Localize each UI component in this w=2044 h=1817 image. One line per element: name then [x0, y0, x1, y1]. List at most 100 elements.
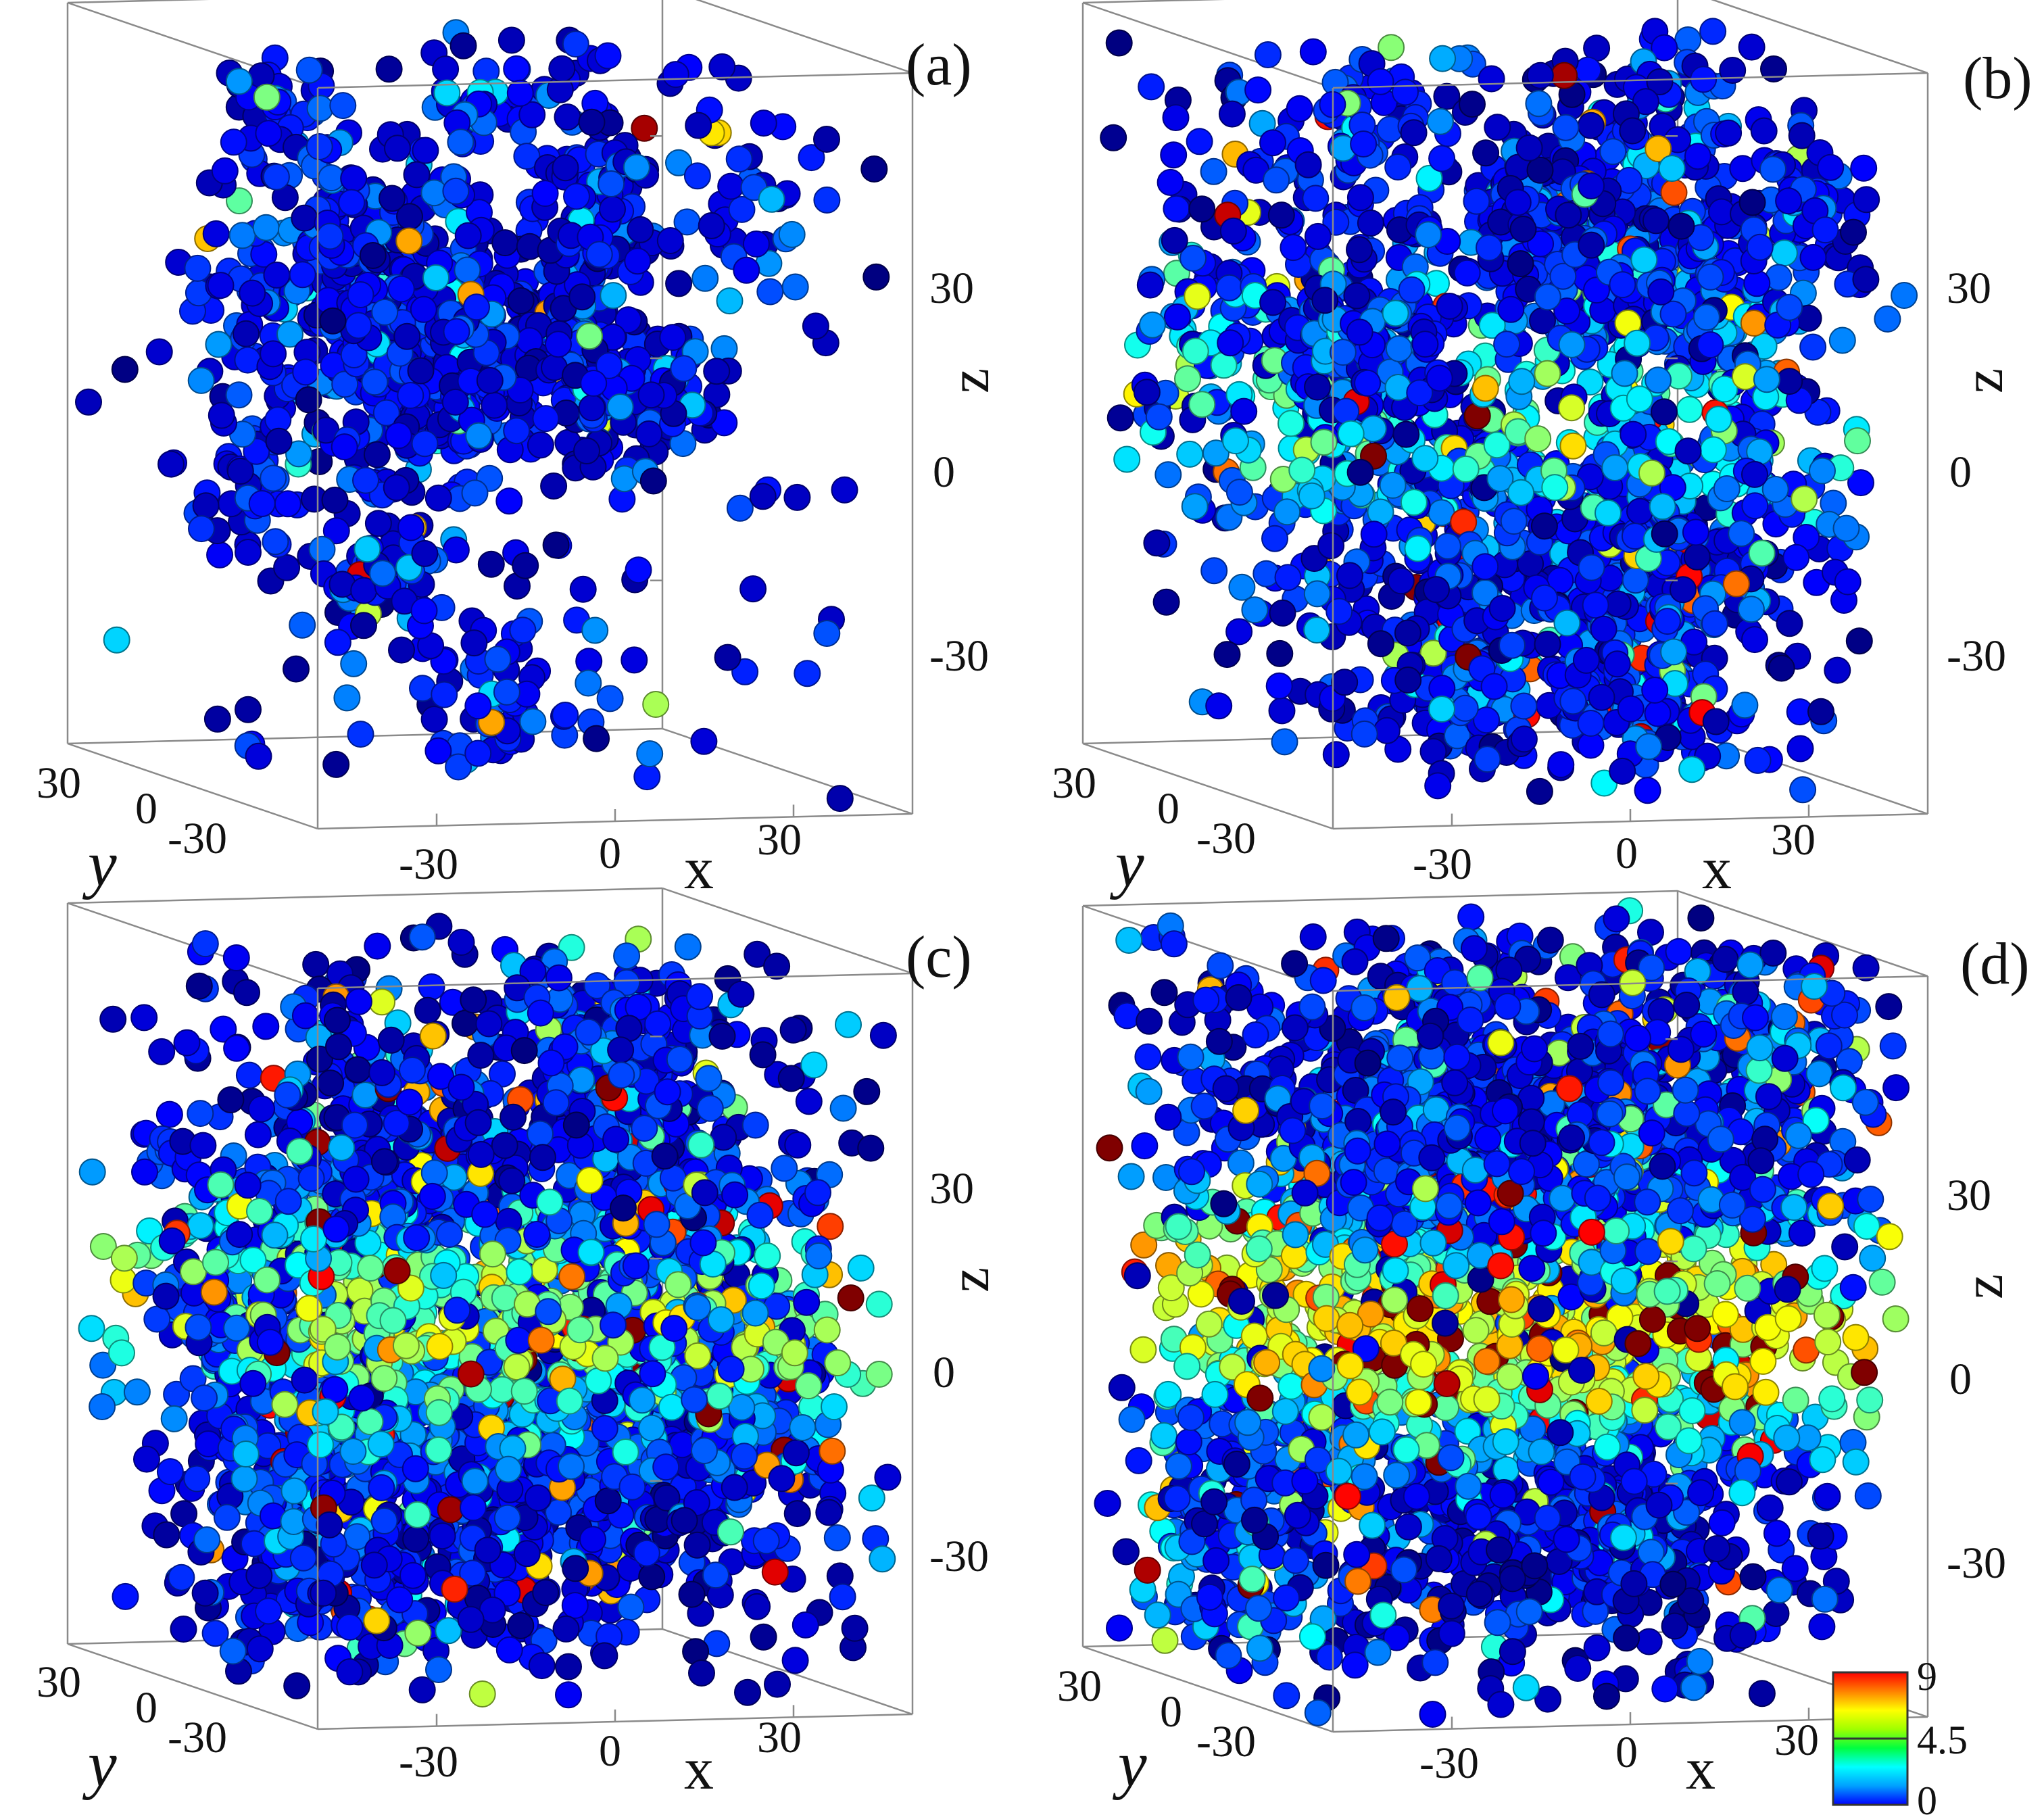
panel-b-particle	[1259, 129, 1286, 157]
panel-a-particle	[670, 355, 698, 383]
panel-a-z-tick-30: 30	[929, 264, 974, 313]
panel-b-particle	[1294, 151, 1322, 178]
panel-b-particle	[1346, 458, 1374, 486]
panel-b-particle	[1634, 777, 1661, 804]
panel-a-particle	[291, 204, 318, 232]
panel-a-particle	[361, 368, 389, 396]
panel-a-y-tick-0: 0	[135, 784, 157, 833]
panel-b-particle	[1770, 239, 1798, 267]
panel-b-particle	[1891, 282, 1918, 309]
panel-b-particle	[1286, 95, 1313, 122]
panel-b-particle	[1302, 185, 1330, 212]
panel-a-particle	[410, 295, 437, 323]
panel-b-particle	[1789, 776, 1817, 804]
panel-c-particle	[217, 1086, 245, 1113]
panel-b-particle	[1451, 694, 1479, 722]
panel-a-particle	[495, 487, 523, 515]
panel-c-particle	[160, 1405, 188, 1432]
panel-b-particle	[1157, 168, 1184, 196]
panel-c-particle	[189, 1132, 217, 1159]
panel-b-particle	[1188, 195, 1216, 223]
panel-b-particle	[1311, 287, 1339, 314]
panel-a-particle	[464, 740, 492, 767]
panel-b-particle	[1731, 692, 1759, 719]
panel-a-particle	[831, 476, 858, 504]
panel-a-particle	[794, 660, 821, 687]
panel-a-particle	[192, 492, 220, 520]
panel-a-particle	[211, 157, 239, 185]
panel-b-particle	[1510, 725, 1538, 753]
panel-a-particle	[306, 133, 333, 160]
panel-a-y-label: y	[82, 827, 117, 900]
panel-b-particle	[1638, 459, 1665, 487]
panel-b-particle	[1215, 274, 1243, 301]
panel-a-particle	[252, 214, 280, 241]
panel-a-particle	[461, 479, 489, 507]
panel-a-particle	[862, 263, 890, 291]
panel-c-particle	[368, 988, 396, 1016]
panel-a-particle	[656, 227, 684, 254]
panel-b-particle	[1476, 234, 1503, 262]
panel-b-particle	[1163, 195, 1190, 222]
panel-b-particle	[1547, 751, 1575, 779]
panel-b-particle	[1845, 627, 1873, 655]
panel-b-particle	[1428, 696, 1455, 723]
panel-b-particle	[1555, 201, 1582, 229]
panel-a-particle	[273, 554, 301, 581]
panel-b-particle	[1138, 73, 1165, 101]
panel-a-particle	[443, 318, 470, 345]
panel-a-particle	[445, 753, 472, 781]
panel-b-particle	[1578, 231, 1605, 259]
panel-a-particle	[532, 405, 560, 433]
panel-a-particle	[321, 486, 349, 514]
panel-a-particle	[826, 785, 854, 813]
panel-b-particle	[1384, 153, 1412, 180]
panel-b-particle	[1426, 364, 1453, 392]
panel-b-particle	[1509, 216, 1537, 243]
panel-b-particle	[1343, 282, 1371, 310]
panel-b-particle	[1480, 673, 1508, 700]
panel-b-particle	[1660, 638, 1688, 666]
panel-a-particle	[187, 366, 215, 394]
panel-c-particle	[183, 1465, 211, 1493]
panel-a-particle	[289, 611, 316, 639]
panel-b-particle	[1415, 221, 1442, 249]
panel-a-particle	[531, 180, 559, 208]
panel-a-particle	[600, 282, 627, 310]
panel-b-particle	[1741, 626, 1768, 654]
panel-a-x-label: x	[684, 836, 714, 902]
panel-a-particle	[454, 222, 482, 249]
panel-a-particle	[596, 685, 624, 712]
panel-a-particle	[563, 183, 590, 210]
panel-b-particle	[1782, 543, 1810, 571]
panel-a-particle	[860, 155, 888, 183]
panel-a-particle	[562, 30, 589, 58]
panel-b-particle	[1572, 646, 1600, 674]
panel-a-particle	[226, 458, 254, 485]
panel-b-particle	[1218, 100, 1246, 128]
panel-b-particle	[1674, 26, 1702, 53]
panel-b-particle	[1357, 210, 1384, 237]
panel-a-x-tick-neg30: -30	[399, 840, 458, 889]
panel-a-particle	[340, 165, 368, 193]
panel-a-particle	[717, 172, 745, 200]
panel-b-particle	[1553, 609, 1581, 637]
panel-a-particle	[225, 68, 253, 95]
panel-a-particle	[552, 154, 579, 182]
panel-b-particle	[1453, 259, 1481, 287]
panel-a-particle	[690, 727, 718, 755]
panel-b-particle	[1280, 234, 1307, 262]
panel-a-particle	[606, 393, 634, 420]
panel-b-particle	[1398, 276, 1426, 304]
panel-a-particle	[599, 195, 626, 223]
panel-b-particle	[1271, 728, 1298, 756]
panel-b-particle	[1472, 139, 1500, 167]
panel-a-particle	[397, 382, 424, 409]
panel-a-particle	[698, 212, 725, 239]
panel-b-particle	[1844, 427, 1871, 455]
panel-a-particle	[503, 417, 531, 445]
panel-c-particle	[252, 1013, 280, 1040]
panel-b-particle	[1385, 335, 1413, 362]
panel-b-particle	[1359, 415, 1387, 443]
panel-a-particle	[352, 466, 379, 494]
